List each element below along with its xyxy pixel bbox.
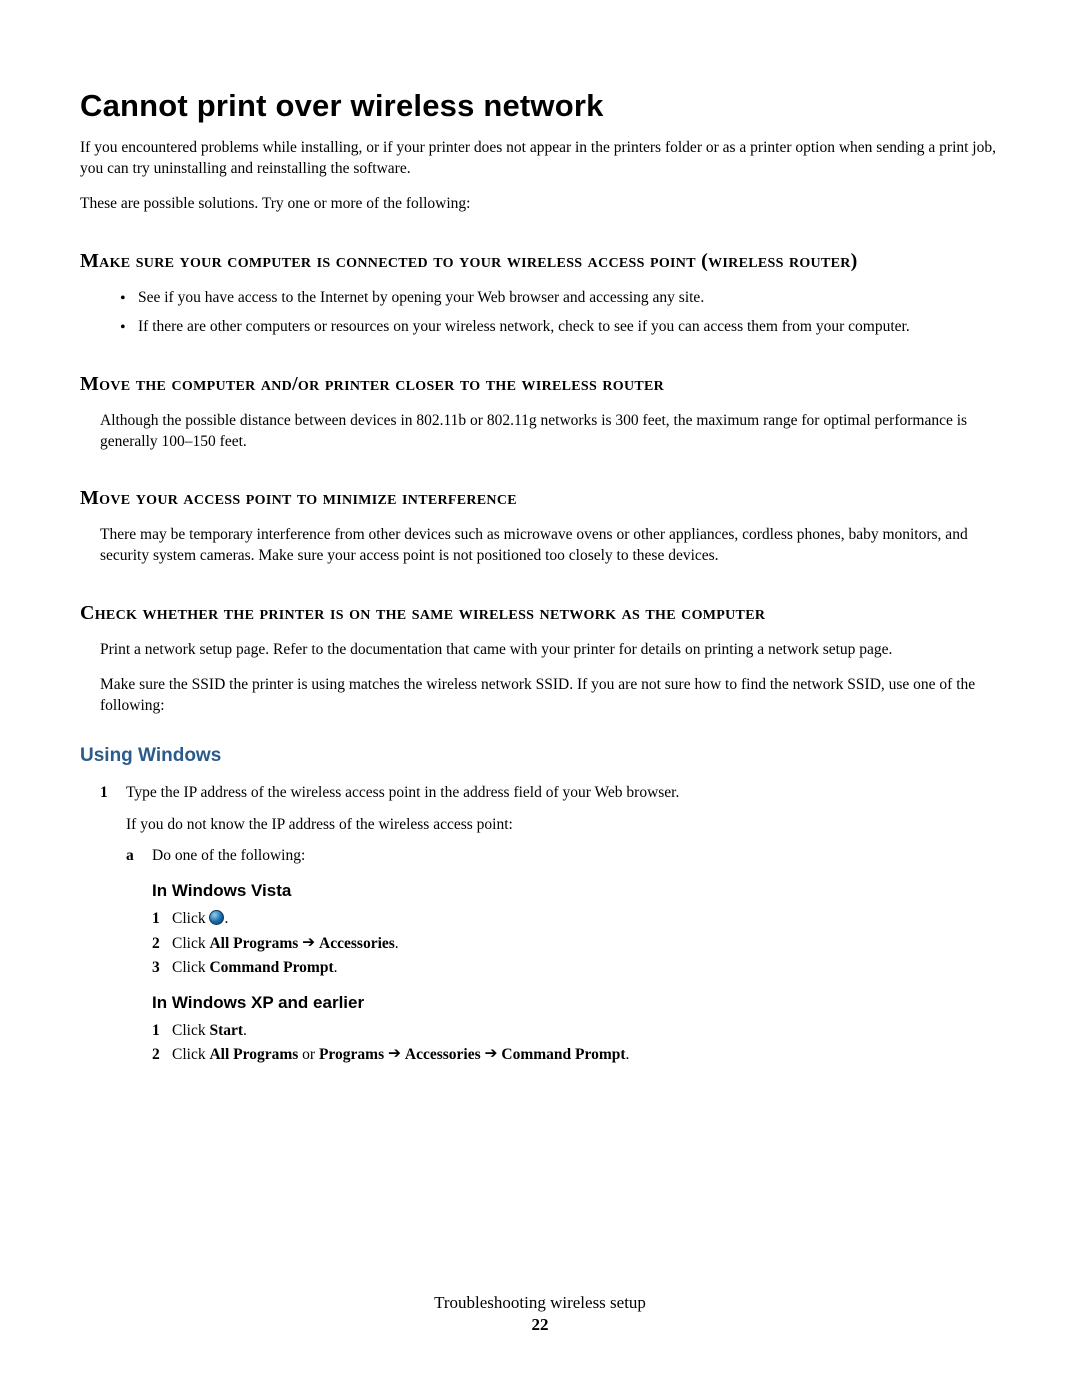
page-number: 22 bbox=[0, 1315, 1080, 1335]
subheading-using-windows: Using Windows bbox=[80, 745, 1000, 767]
section-heading-move-closer: Move the computer and/or printer closer … bbox=[80, 370, 1000, 399]
substep-intro: If you do not know the IP address of the… bbox=[126, 814, 1000, 836]
xp-steps: 1 Click Start. 2 Click All Programs or P… bbox=[80, 1019, 1000, 1067]
arrow-icon: ➔ bbox=[388, 1042, 401, 1065]
step-text-pre: Click bbox=[172, 935, 209, 952]
step-number: 3 bbox=[152, 956, 160, 979]
page-footer: Troubleshooting wireless setup 22 bbox=[0, 1293, 1080, 1335]
ordered-list-main: 1 Type the IP address of the wireless ac… bbox=[80, 781, 1000, 804]
arrow-icon: ➔ bbox=[302, 931, 315, 954]
substep-a: a Do one of the following: bbox=[126, 844, 1000, 867]
vista-steps: 1 Click . 2 Click All Programs ➔ Accesso… bbox=[80, 907, 1000, 979]
substep-text: Do one of the following: bbox=[152, 847, 305, 864]
bold-text: Start bbox=[209, 1022, 243, 1039]
section-body-same-network-1: Print a network setup page. Refer to the… bbox=[100, 640, 1000, 661]
arrow-icon: ➔ bbox=[485, 1042, 498, 1065]
step-text-post: . bbox=[334, 959, 338, 976]
step-number: 1 bbox=[152, 907, 160, 930]
section-heading-connected: Make sure your computer is connected to … bbox=[80, 247, 1000, 276]
bold-text: Accessories bbox=[319, 935, 395, 952]
bullet-list-connected: See if you have access to the Internet b… bbox=[80, 288, 1000, 338]
section-body-same-network-2: Make sure the SSID the printer is using … bbox=[100, 675, 1000, 717]
step-text-post: . bbox=[626, 1046, 630, 1063]
document-page: Cannot print over wireless network If yo… bbox=[0, 0, 1080, 1108]
subheading-windows-xp: In Windows XP and earlier bbox=[152, 993, 1000, 1013]
windows-orb-icon bbox=[209, 910, 224, 925]
intro-paragraph-1: If you encountered problems while instal… bbox=[80, 138, 1000, 180]
bold-text: Accessories bbox=[405, 1046, 481, 1063]
step-text: Type the IP address of the wireless acce… bbox=[126, 784, 679, 801]
letter-marker: a bbox=[126, 844, 134, 867]
step-text-pre: Click bbox=[172, 959, 209, 976]
step-text-pre: Click bbox=[172, 1046, 209, 1063]
step-text-post: . bbox=[395, 935, 399, 952]
intro-paragraph-2: These are possible solutions. Try one or… bbox=[80, 194, 1000, 215]
step-1: 1 Type the IP address of the wireless ac… bbox=[100, 781, 1000, 804]
step-number: 2 bbox=[152, 1043, 160, 1066]
subheading-windows-vista: In Windows Vista bbox=[152, 881, 1000, 901]
bold-text: Command Prompt bbox=[501, 1046, 625, 1063]
section-body-move-closer: Although the possible distance between d… bbox=[100, 411, 1000, 453]
step-text-post: . bbox=[224, 910, 228, 927]
step-number: 1 bbox=[152, 1019, 160, 1042]
step-text-pre: Click bbox=[172, 1022, 209, 1039]
vista-step-2: 2 Click All Programs ➔ Accessories. bbox=[152, 932, 1000, 955]
bold-text: Command Prompt bbox=[209, 959, 333, 976]
step-number: 2 bbox=[152, 932, 160, 955]
bold-text: All Programs bbox=[209, 1046, 298, 1063]
page-title: Cannot print over wireless network bbox=[80, 88, 1000, 124]
footer-title: Troubleshooting wireless setup bbox=[0, 1293, 1080, 1313]
section-heading-minimize-interference: Move your access point to minimize inter… bbox=[80, 484, 1000, 513]
bullet-item: If there are other computers or resource… bbox=[120, 317, 1000, 338]
bullet-item: See if you have access to the Internet b… bbox=[120, 288, 1000, 309]
bold-text: All Programs bbox=[209, 935, 298, 952]
xp-step-1: 1 Click Start. bbox=[152, 1019, 1000, 1042]
lettered-list: a Do one of the following: bbox=[80, 844, 1000, 867]
xp-step-2: 2 Click All Programs or Programs ➔ Acces… bbox=[152, 1043, 1000, 1066]
step-text-pre: Click bbox=[172, 910, 209, 927]
bold-text: Programs bbox=[319, 1046, 384, 1063]
section-heading-same-network: Check whether the printer is on the same… bbox=[80, 599, 1000, 628]
vista-step-3: 3 Click Command Prompt. bbox=[152, 956, 1000, 979]
step-number: 1 bbox=[100, 781, 108, 804]
section-body-minimize-interference: There may be temporary interference from… bbox=[100, 525, 1000, 567]
vista-step-1: 1 Click . bbox=[152, 907, 1000, 930]
step-text-post: . bbox=[243, 1022, 247, 1039]
